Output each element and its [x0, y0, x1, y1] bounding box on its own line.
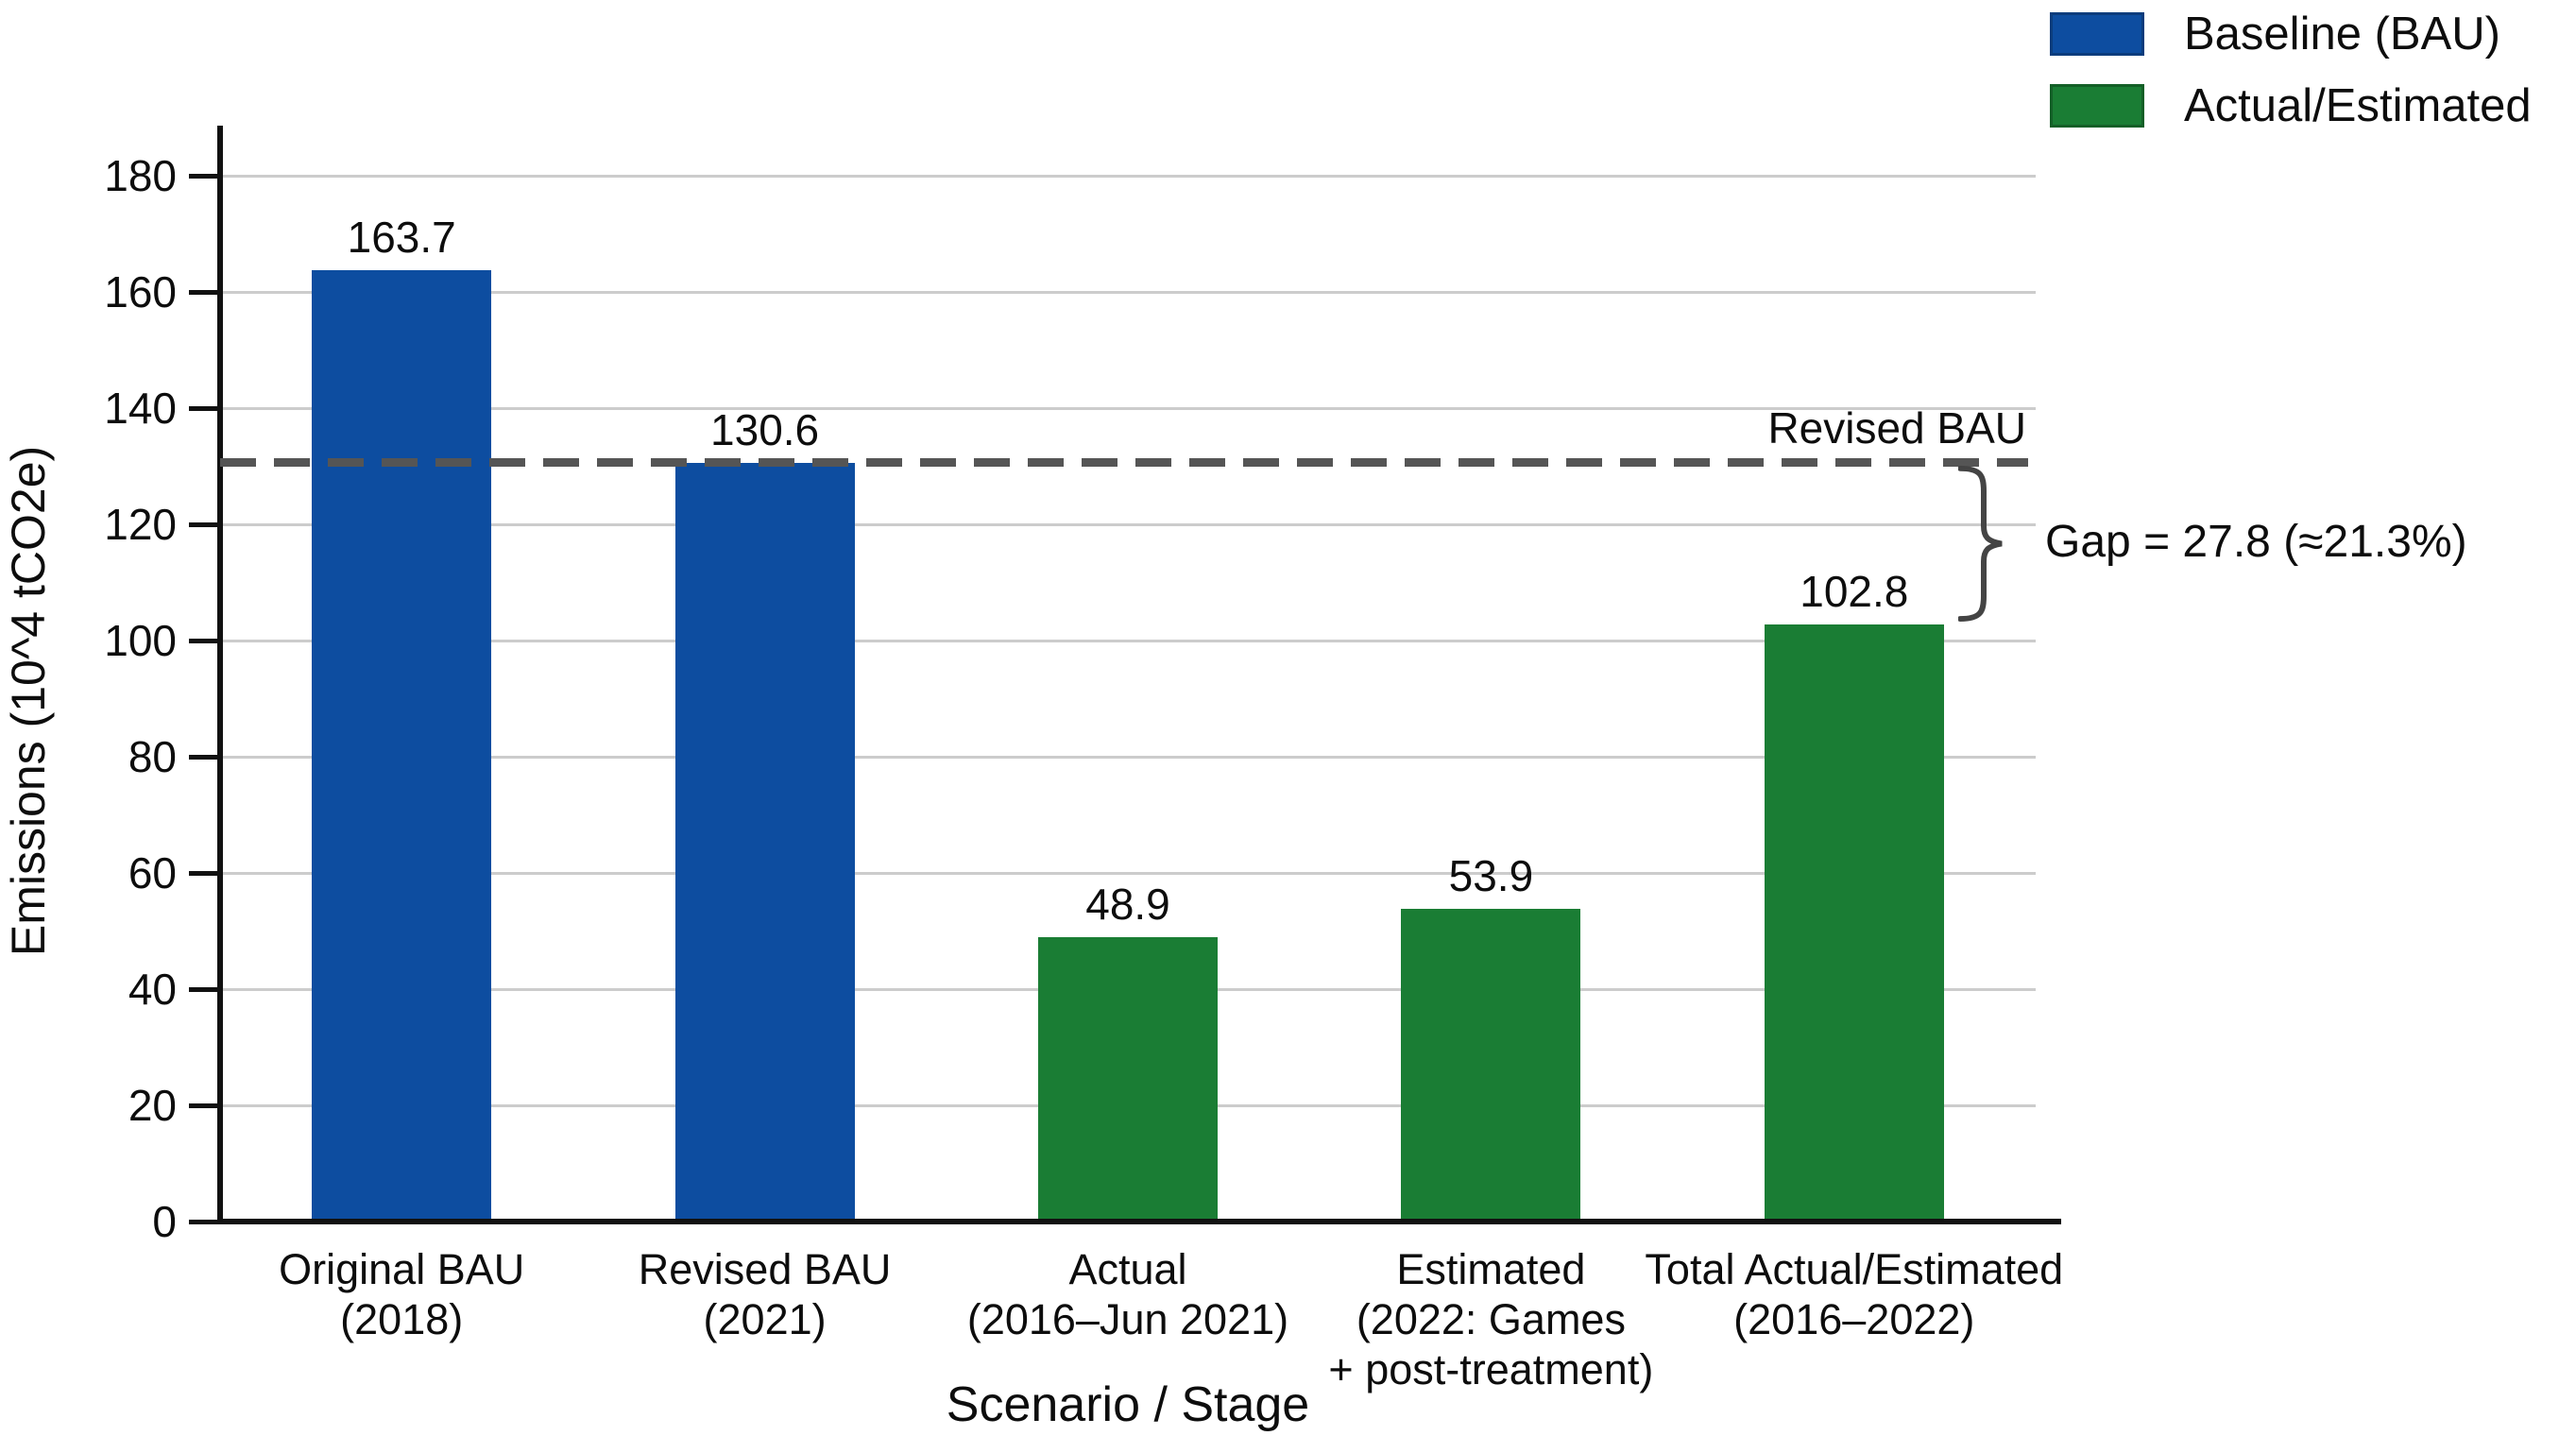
y-tick-label: 80 — [128, 732, 177, 781]
gridline — [220, 755, 2036, 759]
gridline — [220, 639, 2036, 642]
y-tick-label: 40 — [128, 965, 177, 1014]
category-label-line: Original BAU — [279, 1245, 525, 1293]
x-axis-title: Scenario / Stage — [946, 1377, 1310, 1432]
y-axis-line — [217, 126, 223, 1224]
x-axis-line — [217, 1219, 2061, 1224]
bar-3 — [1038, 937, 1218, 1222]
y-axis-tick — [189, 289, 220, 295]
category-label-line: Total Actual/Estimated — [1645, 1245, 2064, 1293]
y-tick-label: 140 — [104, 384, 177, 433]
y-tick-label: 0 — [152, 1197, 177, 1246]
bar-5 — [1764, 624, 1944, 1222]
legend-label-baseline: Baseline (BAU) — [2184, 9, 2500, 60]
category-label-line: Estimated — [1396, 1245, 1586, 1293]
legend-label-actual: Actual/Estimated — [2184, 80, 2532, 131]
legend-item-baseline: Baseline (BAU) — [2050, 9, 2532, 59]
y-tick-label: 100 — [104, 616, 177, 665]
y-axis-tick — [189, 1219, 220, 1224]
legend-item-actual: Actual/Estimated — [2050, 81, 2532, 130]
category-label-line: + post-treatment) — [1328, 1345, 1654, 1393]
revised-bau-reference-line — [220, 458, 2028, 468]
category-label-line: Actual — [1068, 1245, 1187, 1293]
gridline — [220, 290, 2036, 294]
bar-4 — [1401, 908, 1581, 1222]
y-tick-label: 120 — [104, 500, 177, 549]
category-label: Original BAU (2018) — [145, 1244, 658, 1344]
y-axis-tick — [189, 173, 220, 179]
category-label-line: (2016–Jun 2021) — [966, 1295, 1289, 1343]
gridline — [220, 174, 2036, 178]
category-label-line: Revised BAU — [638, 1245, 892, 1293]
y-tick-label: 160 — [104, 267, 177, 316]
y-tick-label: 60 — [128, 848, 177, 897]
bar-value-label: 48.9 — [1085, 880, 1170, 930]
y-axis-tick — [189, 986, 220, 992]
y-axis-tick — [189, 754, 220, 760]
gridline — [220, 871, 2036, 875]
bar-value-label: 102.8 — [1800, 566, 1909, 616]
y-axis-tick — [189, 1103, 220, 1108]
category-label-line: (2022: Games — [1356, 1295, 1626, 1343]
gap-brace-icon — [1958, 465, 2003, 622]
bar-value-label: 53.9 — [1448, 850, 1534, 900]
category-label: Total Actual/Estimated (2016–2022) — [1597, 1244, 2111, 1344]
category-label: Revised BAU (2021) — [507, 1244, 1021, 1344]
bar-value-label: 130.6 — [710, 404, 820, 454]
actual-swatch-icon — [2050, 84, 2144, 128]
gap-annotation-text: Gap = 27.8 (≈21.3%) — [2045, 517, 2467, 568]
category-label: Actual (2016–Jun 2021) — [871, 1244, 1385, 1344]
y-axis-tick — [189, 870, 220, 876]
gridline — [220, 406, 2036, 410]
baseline-swatch-icon — [2050, 12, 2144, 56]
y-axis-tick — [189, 521, 220, 527]
category-label-line: (2021) — [703, 1295, 827, 1343]
y-axis-tick — [189, 405, 220, 411]
category-label: Estimated (2022: Games + post-treatment) — [1234, 1244, 1748, 1394]
gridline — [220, 522, 2036, 526]
legend: Baseline (BAU) Actual/Estimated — [2050, 9, 2532, 153]
y-tick-label: 20 — [128, 1081, 177, 1130]
category-label-line: (2018) — [340, 1295, 464, 1343]
category-label-line: (2016–2022) — [1733, 1295, 1975, 1343]
bar-1 — [312, 270, 492, 1222]
revised-bau-line-label: Revised BAU — [1767, 402, 2026, 453]
bar-2 — [674, 462, 855, 1222]
bar-value-label: 163.7 — [347, 213, 456, 263]
y-tick-label: 180 — [104, 151, 177, 200]
y-axis-tick — [189, 638, 220, 643]
